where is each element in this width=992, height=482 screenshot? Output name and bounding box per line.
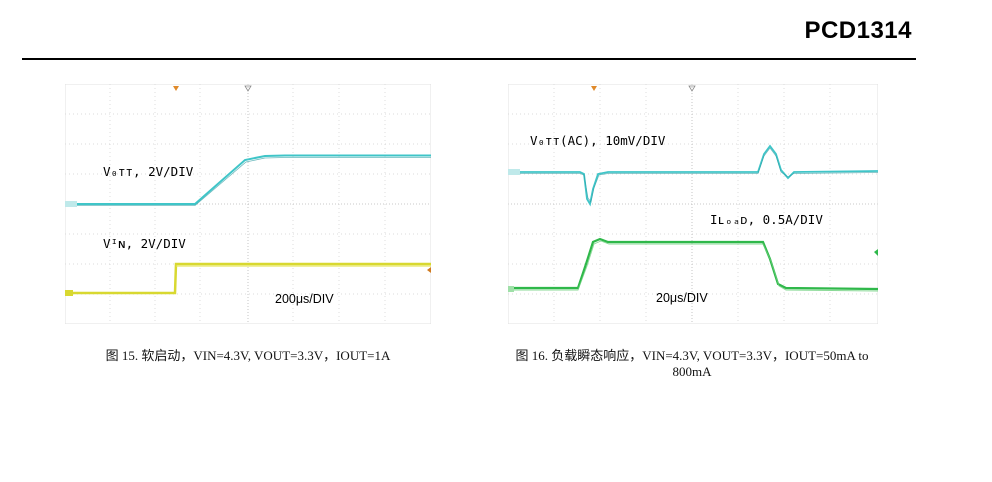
ch2-ground-tag (508, 286, 514, 292)
figure16-oscilloscope: V₀ᴛᴛ(AC), 10mV/DIV Iʟₒₐᴅ, 0.5A/DIV 20μs/… (508, 84, 878, 324)
vin-waveform (65, 262, 431, 295)
figure16-center-axes (508, 84, 878, 324)
figure16-caption-line1: 图 16. 负载瞬态响应，VIN=4.3V, VOUT=3.3V，IOUT=50… (515, 348, 869, 363)
vin-scale-label: Vᴵɴ, 2V/DIV (103, 236, 186, 251)
header-rule (22, 58, 916, 60)
trigger-position-marker (591, 86, 597, 91)
figure16-scope-svg: V₀ᴛᴛ(AC), 10mV/DIV Iʟₒₐᴅ, 0.5A/DIV 20μs/… (508, 84, 878, 324)
center-marker (688, 85, 696, 92)
vout-ac-waveform (508, 144, 878, 207)
timebase-label: 200μs/DIV (275, 292, 334, 306)
figure15-oscilloscope: V₀ᴛᴛ, 2V/DIV Vᴵɴ, 2V/DIV 200μs/DIV (65, 84, 431, 324)
vout-ac-scale-label: V₀ᴛᴛ(AC), 10mV/DIV (530, 133, 666, 148)
figure15-caption: 图 15. 软启动，VIN=4.3V, VOUT=3.3V，IOUT=1A (105, 348, 391, 363)
figure16-caption: 图 16. 负载瞬态响应，VIN=4.3V, VOUT=3.3V，IOUT=50… (492, 345, 892, 380)
ch1-ground-tag (65, 201, 77, 207)
timebase-label: 20μs/DIV (656, 291, 708, 305)
figure16-caption-line2: 800mA (672, 364, 712, 379)
iload-waveform (508, 237, 878, 291)
ch2-ground-tag (65, 290, 73, 296)
center-marker (244, 85, 252, 92)
iload-scale-label: Iʟₒₐᴅ, 0.5A/DIV (710, 212, 823, 227)
part-number-title: PCD1314 (804, 17, 912, 44)
vout-scale-label: V₀ᴛᴛ, 2V/DIV (103, 164, 194, 179)
ch1-ground-tag (508, 169, 520, 175)
trigger-position-marker (173, 86, 179, 91)
figure15-scope-svg: V₀ᴛᴛ, 2V/DIV Vᴵɴ, 2V/DIV 200μs/DIV (65, 84, 431, 324)
vout-waveform (65, 154, 431, 205)
